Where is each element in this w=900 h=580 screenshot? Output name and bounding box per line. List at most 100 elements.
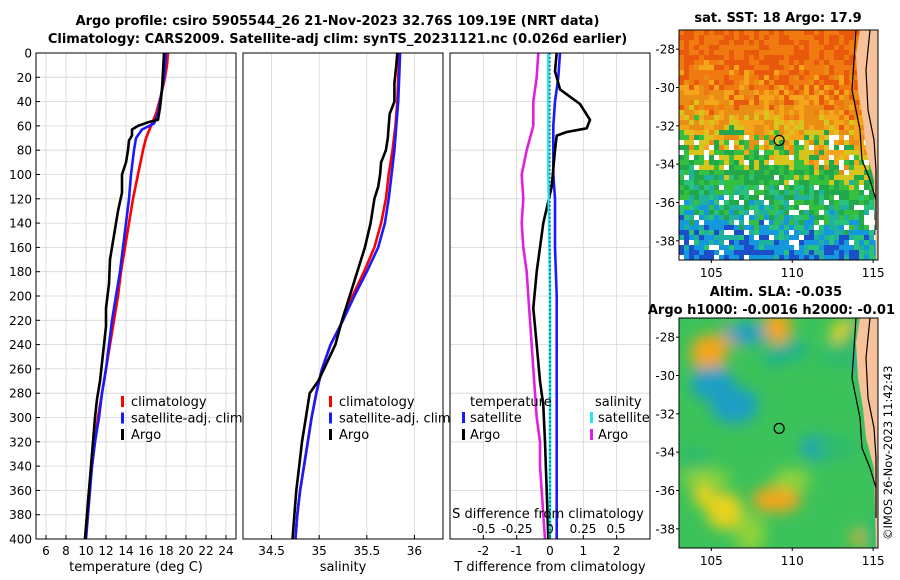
- top-axis-label: S difference from climatology: [452, 507, 644, 522]
- sst-cell: [834, 110, 840, 116]
- sst-cell: [734, 120, 740, 126]
- sst-cell: [854, 205, 860, 211]
- sst-cell: [809, 175, 815, 181]
- top-axis-tick-label: -0.25: [501, 522, 532, 536]
- sst-cell: [709, 35, 715, 41]
- sst-cell: [739, 160, 745, 166]
- legend-label: Argo: [131, 428, 161, 443]
- sst-cell: [829, 85, 835, 91]
- sst-cell: [719, 140, 725, 146]
- sst-cell: [804, 85, 810, 91]
- sst-cell: [809, 220, 815, 226]
- sst-cell: [719, 215, 725, 221]
- sst-cell: [709, 210, 715, 216]
- sst-cell: [804, 250, 810, 256]
- sst-cell: [774, 205, 780, 211]
- sst-cell: [864, 230, 870, 236]
- map-x-tick-label: 105: [700, 554, 723, 568]
- sst-cell: [709, 245, 715, 251]
- sst-cell: [834, 85, 840, 91]
- sst-cell: [834, 105, 840, 111]
- sst-cell: [684, 60, 690, 66]
- sst-cell: [724, 240, 730, 246]
- sst-cell: [814, 130, 820, 136]
- sst-cell: [849, 190, 855, 196]
- sst-cell: [809, 215, 815, 221]
- sst-cell: [734, 30, 740, 36]
- sst-cell: [844, 80, 850, 86]
- sst-cell: [679, 190, 685, 196]
- sst-cell: [859, 170, 865, 176]
- sst-cell: [819, 165, 825, 171]
- sst-cell: [849, 245, 855, 251]
- sst-cell: [689, 120, 695, 126]
- sst-cell: [789, 185, 795, 191]
- sst-cell: [784, 150, 790, 156]
- sst-cell: [759, 40, 765, 46]
- map-y-tick-label: -34: [655, 158, 675, 172]
- sst-cell: [714, 245, 720, 251]
- sst-cell: [794, 30, 800, 36]
- sst-cell: [779, 220, 785, 226]
- sst-cell: [739, 215, 745, 221]
- sst-cell: [769, 210, 775, 216]
- sst-cell: [814, 75, 820, 81]
- sst-cell: [684, 255, 690, 260]
- sst-cell: [704, 215, 710, 221]
- sst-cell: [784, 80, 790, 86]
- sst-cell: [739, 230, 745, 236]
- sst-cell: [839, 250, 845, 256]
- sst-cell: [819, 75, 825, 81]
- sst-cell: [704, 190, 710, 196]
- sst-cell: [724, 90, 730, 96]
- sst-cell: [819, 145, 825, 151]
- sst-cell: [769, 95, 775, 101]
- sst-cell: [734, 45, 740, 51]
- sst-cell: [709, 90, 715, 96]
- sst-cell: [749, 160, 755, 166]
- sst-cell: [744, 65, 750, 71]
- sst-cell: [719, 110, 725, 116]
- sst-cell: [844, 155, 850, 161]
- map-y-tick-label: -38: [655, 522, 675, 536]
- sst-cell: [734, 135, 740, 141]
- sst-cell: [839, 225, 845, 231]
- sst-cell: [704, 250, 710, 256]
- sst-cell: [699, 195, 705, 201]
- sst-cell: [679, 150, 685, 156]
- sst-cell: [819, 55, 825, 61]
- sst-cell: [774, 45, 780, 51]
- sst-cell: [684, 170, 690, 176]
- sst-cell: [774, 120, 780, 126]
- sst-cell: [714, 235, 720, 241]
- sst-cell: [759, 105, 765, 111]
- sst-cell: [824, 35, 830, 41]
- sst-cell: [829, 95, 835, 101]
- sst-cell: [844, 95, 850, 101]
- sst-cell: [684, 120, 690, 126]
- sst-cell: [739, 210, 745, 216]
- sst-cell: [859, 210, 865, 216]
- sst-cell: [779, 50, 785, 56]
- sst-cell: [864, 240, 870, 246]
- sst-cell: [814, 120, 820, 126]
- sst-cell: [784, 245, 790, 251]
- sst-cell: [834, 65, 840, 71]
- sst-cell: [824, 220, 830, 226]
- sst-cell: [839, 190, 845, 196]
- sst-cell: [774, 160, 780, 166]
- sst-cell: [724, 170, 730, 176]
- sst-cell: [829, 190, 835, 196]
- sst-cell: [679, 50, 685, 56]
- sst-cell: [824, 95, 830, 101]
- sst-cell: [784, 190, 790, 196]
- x-tick-label: 35: [312, 544, 327, 558]
- sst-cell: [839, 180, 845, 186]
- sst-cell: [829, 160, 835, 166]
- sst-cell: [799, 130, 805, 136]
- sst-cell: [819, 210, 825, 216]
- sst-cell: [824, 125, 830, 131]
- map-y-tick-label: -38: [655, 234, 675, 248]
- sst-cell: [744, 45, 750, 51]
- sst-cell: [784, 50, 790, 56]
